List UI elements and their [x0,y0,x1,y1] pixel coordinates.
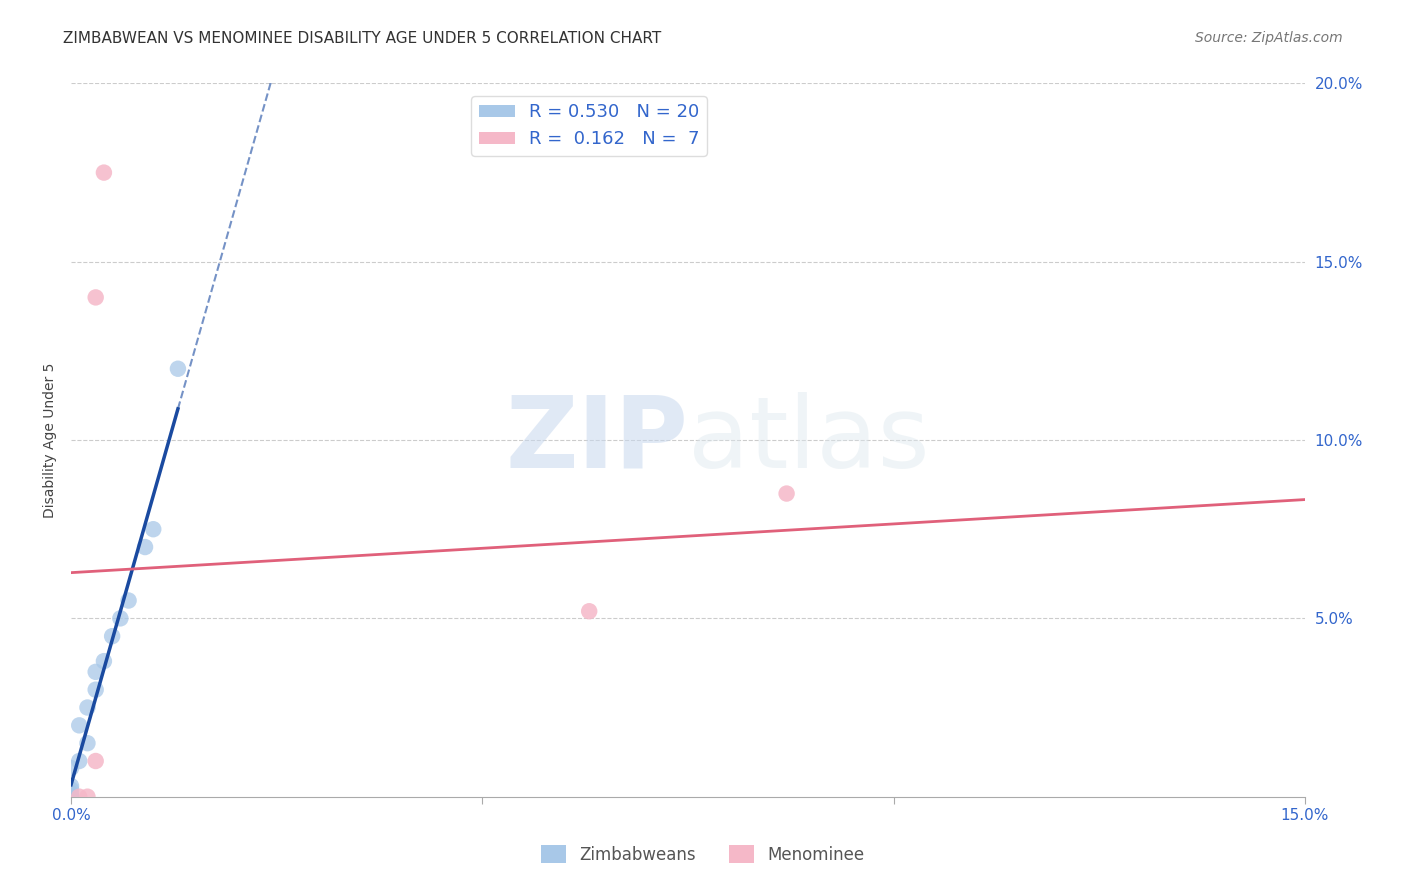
Point [84,290,107,304]
Point [142,522,165,536]
Text: ZIP: ZIP [505,392,688,489]
Y-axis label: Disability Age Under 5: Disability Age Under 5 [44,362,58,517]
Point [67,789,90,804]
Point [60,782,83,797]
Text: atlas: atlas [688,392,929,489]
Point [93,654,115,668]
Point [60,779,83,793]
Point [67,754,90,768]
Point [60,789,83,804]
Point [60,789,83,804]
Point [84,754,107,768]
Point [76,736,98,750]
Text: ZIMBABWEAN VS MENOMINEE DISABILITY AGE UNDER 5 CORRELATION CHART: ZIMBABWEAN VS MENOMINEE DISABILITY AGE U… [63,31,661,46]
Legend: Zimbabweans, Menominee: Zimbabweans, Menominee [534,838,872,871]
Point [60,789,83,804]
Point [76,700,98,714]
Point [775,486,797,500]
Point [76,789,98,804]
Point [60,761,83,775]
Point [101,629,124,643]
Point [67,718,90,732]
Point [167,361,190,376]
Text: Source: ZipAtlas.com: Source: ZipAtlas.com [1195,31,1343,45]
Point [110,611,132,625]
Point [134,540,156,554]
Point [117,593,139,607]
Legend: R = 0.530   N = 20, R =  0.162   N =  7: R = 0.530 N = 20, R = 0.162 N = 7 [471,96,707,155]
Point [93,165,115,179]
Point [84,682,107,697]
Point [60,786,83,800]
Point [578,604,600,618]
Point [84,665,107,679]
